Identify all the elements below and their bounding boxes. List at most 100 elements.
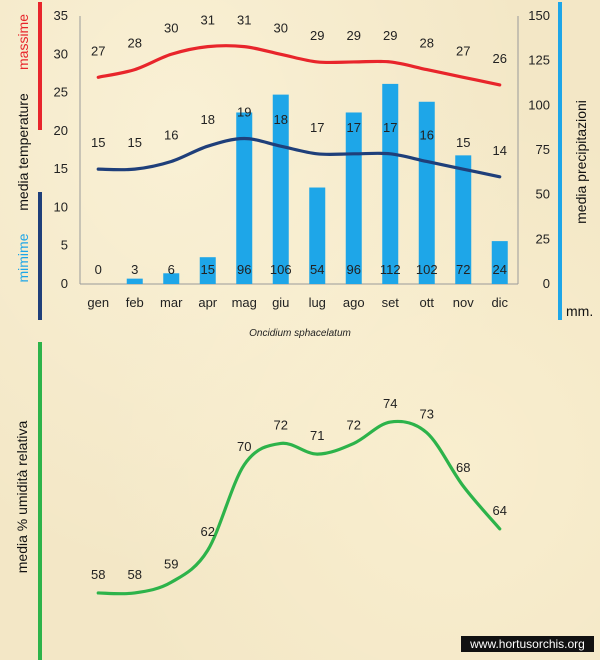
humidity-label: 59 (164, 556, 178, 571)
left-axis-label-max: massime (15, 14, 31, 70)
precip-bar (309, 187, 326, 284)
max-temp-label: 28 (420, 36, 434, 51)
min-temp-label: 16 (420, 127, 434, 142)
precip-value-label: 96 (237, 262, 251, 277)
humidity-label: 58 (128, 567, 142, 582)
max-temp-label: 27 (456, 43, 470, 58)
left-tick-label: 20 (54, 123, 68, 138)
min-temp-label: 19 (237, 105, 251, 120)
right-tick-label: 0 (543, 276, 550, 291)
precip-value-label: 54 (310, 262, 324, 277)
right-tick-label: 125 (528, 53, 550, 68)
humidity-label: 71 (310, 428, 324, 443)
precip-bar (455, 155, 472, 284)
max-temp-label: 27 (91, 43, 105, 58)
left-tick-label: 35 (54, 8, 68, 23)
month-label: giu (272, 295, 289, 310)
humidity-axis-label: media % umidità relativa (14, 421, 30, 574)
min-temp-label: 18 (274, 112, 288, 127)
month-label: set (382, 295, 400, 310)
precip-value-label: 102 (416, 262, 438, 277)
max-temp-label: 31 (237, 13, 251, 28)
min-temp-axis-bar (38, 192, 42, 320)
month-label: lug (309, 295, 326, 310)
month-label: feb (126, 295, 144, 310)
left-tick-label: 15 (54, 161, 68, 176)
precip-value-label: 96 (347, 262, 361, 277)
precip-bar (491, 241, 508, 284)
max-temp-label: 29 (383, 28, 397, 43)
month-label: ott (420, 295, 435, 310)
precip-bar (382, 83, 399, 284)
left-tick-label: 5 (61, 238, 68, 253)
month-label: dic (491, 295, 508, 310)
min-temp-label: 17 (310, 120, 324, 135)
max-temp-line (96, 44, 502, 87)
right-tick-label: 75 (536, 142, 550, 157)
max-temp-label: 30 (164, 20, 178, 35)
month-label: gen (87, 295, 109, 310)
month-label: nov (453, 295, 474, 310)
precip-bar (199, 257, 216, 284)
max-temp-label: 26 (493, 51, 507, 66)
min-temp-label: 14 (493, 143, 507, 158)
humidity-label: 68 (456, 460, 470, 475)
precip-value-label: 72 (456, 262, 470, 277)
left-tick-label: 10 (54, 199, 68, 214)
right-axis-unit: mm. (566, 303, 593, 319)
precip-value-label: 112 (380, 262, 401, 277)
humidity-label: 70 (237, 439, 251, 454)
temperature-precipitation-chart: massime media temperature mimime media p… (15, 2, 593, 339)
precip-value-label: 6 (168, 262, 175, 277)
humidity-label: 74 (383, 396, 397, 411)
humidity-axis-bar (38, 342, 42, 660)
precip-bar (163, 273, 180, 284)
humidity-label: 62 (201, 524, 215, 539)
left-axis-label-media: media temperature (15, 93, 31, 211)
min-temp-label: 18 (201, 112, 215, 127)
right-tick-label: 50 (536, 187, 550, 202)
precip-bar (418, 101, 435, 284)
max-temp-axis-bar (38, 2, 42, 130)
humidity-label: 72 (347, 417, 361, 432)
precip-value-label: 15 (201, 262, 215, 277)
min-temp-label: 17 (347, 120, 361, 135)
precip-value-label: 0 (95, 262, 102, 277)
left-tick-label: 0 (61, 276, 68, 291)
right-tick-label: 100 (528, 97, 550, 112)
humidity-label: 73 (420, 407, 434, 422)
max-temp-label: 29 (310, 28, 324, 43)
humidity-label: 58 (91, 567, 105, 582)
month-label: mar (160, 295, 183, 310)
left-axis-label-min: mimime (15, 233, 31, 282)
min-temp-label: 15 (128, 135, 142, 150)
precip-bar (272, 94, 289, 284)
month-label: ago (343, 295, 365, 310)
precip-axis-bar (558, 2, 562, 320)
humidity-line (96, 419, 502, 596)
left-tick-label: 30 (54, 46, 68, 61)
precip-bar (236, 112, 253, 284)
max-temp-label: 28 (128, 36, 142, 51)
chart-title: Oncidium sphacelatum (249, 328, 351, 339)
precip-bar (126, 278, 143, 284)
precip-value-label: 106 (270, 262, 292, 277)
min-temp-label: 15 (91, 135, 105, 150)
month-label: apr (198, 295, 217, 310)
min-temp-line (96, 136, 502, 179)
humidity-label: 72 (274, 417, 288, 432)
precip-value-label: 3 (131, 262, 138, 277)
left-tick-label: 25 (54, 85, 68, 100)
max-temp-label: 29 (347, 28, 361, 43)
min-temp-label: 17 (383, 120, 397, 135)
precip-value-label: 24 (493, 262, 507, 277)
min-temp-label: 15 (456, 135, 470, 150)
max-temp-label: 31 (201, 13, 215, 28)
month-label: mag (232, 295, 257, 310)
humidity-label: 64 (493, 503, 507, 518)
right-tick-label: 150 (528, 8, 550, 23)
right-tick-label: 25 (536, 231, 550, 246)
watermark: www.hortusorchis.org (461, 636, 594, 652)
